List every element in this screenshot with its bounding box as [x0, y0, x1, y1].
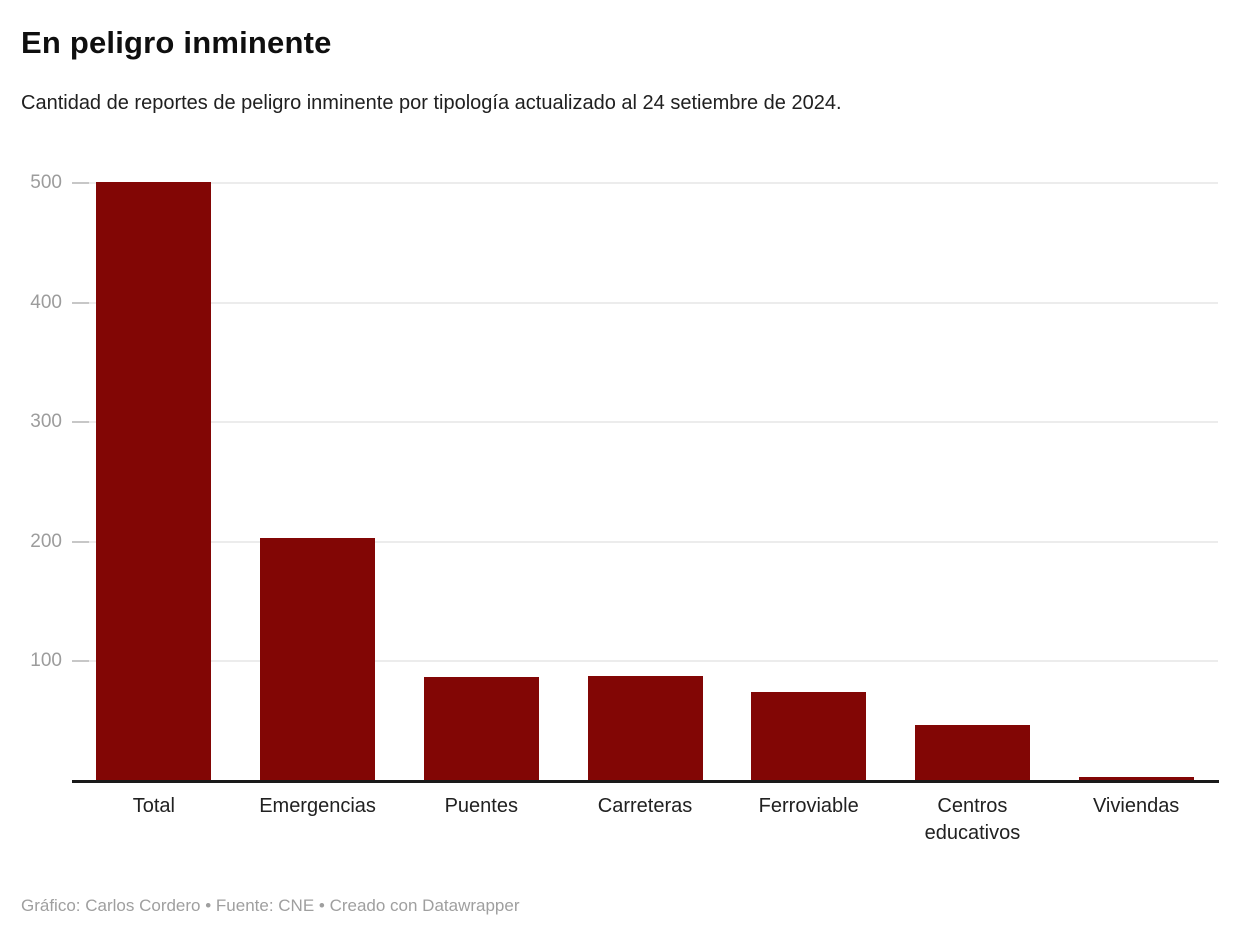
gridline-300 [72, 421, 1218, 424]
y-axis-label-200: 200 [30, 530, 62, 552]
x-axis-label-total: Total [132, 795, 175, 817]
y-axis-label-100: 100 [30, 650, 62, 672]
y-axis-tick-400 [72, 301, 89, 304]
y-axis-tick-100 [72, 660, 89, 663]
y-axis-tick-200 [72, 540, 89, 543]
gridline-100 [72, 660, 1218, 663]
y-axis-label-300: 300 [30, 411, 62, 433]
bar-ferroviable[interactable] [751, 692, 867, 781]
chart-subtitle: Cantidad de reportes de peligro inminent… [21, 92, 842, 114]
chart-title: En peligro inminente [21, 25, 332, 60]
y-axis-tick-300 [72, 421, 89, 424]
bar-carreteras[interactable] [587, 676, 703, 781]
y-axis-label-500: 500 [30, 172, 62, 193]
bar-puentes[interactable] [423, 677, 539, 781]
x-axis-label-viviendas: Viviendas [1092, 795, 1180, 817]
y-axis-label-400: 400 [30, 291, 62, 313]
gridline-400 [72, 301, 1218, 304]
gridline-500 [72, 182, 1218, 184]
x-axis-label-puentes: Puentes [444, 795, 518, 817]
bar-centros-educativos[interactable] [914, 725, 1030, 781]
bar-viviendas[interactable] [1078, 777, 1194, 781]
bar-emergencias[interactable] [260, 538, 376, 781]
x-axis-line [72, 780, 1219, 783]
x-axis-label-centros-educativos: Centros educativos [924, 795, 1021, 844]
x-axis-label-emergencias: Emergencias [259, 795, 376, 817]
x-axis-label-carreteras: Carreteras [597, 795, 693, 817]
bar-total[interactable] [96, 182, 212, 781]
y-axis-tick-500 [72, 182, 89, 184]
gridline-200 [72, 540, 1218, 543]
attribution-line: Gráfico: Carlos Cordero • Fuente: CNE • … [21, 896, 520, 915]
x-axis-label-ferroviable: Ferroviable [758, 795, 859, 817]
